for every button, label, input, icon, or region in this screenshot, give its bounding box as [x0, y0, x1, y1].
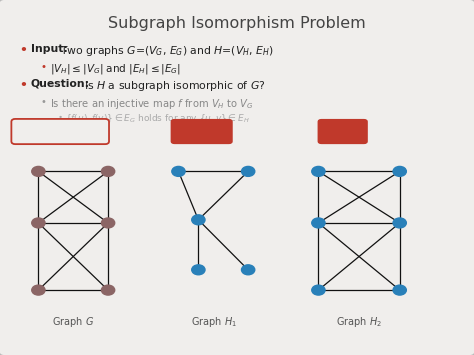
Text: •: • [19, 79, 27, 92]
Circle shape [32, 285, 45, 295]
Circle shape [393, 166, 406, 176]
Circle shape [172, 166, 185, 176]
Circle shape [241, 265, 255, 275]
Text: Subgraph Isomorphism Problem: Subgraph Isomorphism Problem [108, 16, 366, 31]
Text: Example: Example [36, 126, 84, 136]
Text: Two graphs $G$=($V_G$, $E_G$) and $H$=($V_H$, $E_H$): Two graphs $G$=($V_G$, $E_G$) and $H$=($… [60, 44, 274, 58]
Circle shape [191, 265, 205, 275]
Text: ∙: ∙ [58, 112, 63, 121]
Circle shape [32, 166, 45, 176]
Text: •: • [40, 97, 46, 106]
Text: Yes: Yes [191, 124, 213, 137]
FancyBboxPatch shape [318, 119, 368, 144]
Text: Input:: Input: [31, 44, 68, 54]
FancyBboxPatch shape [11, 119, 109, 144]
Text: Graph $G$: Graph $G$ [53, 315, 94, 329]
Circle shape [393, 218, 406, 228]
Text: •: • [40, 62, 46, 72]
Text: Is there an injective map $f$ from $V_H$ to $V_G$: Is there an injective map $f$ from $V_H$… [50, 97, 254, 110]
Circle shape [393, 285, 406, 295]
Circle shape [312, 218, 325, 228]
Text: Question:: Question: [31, 79, 90, 89]
FancyBboxPatch shape [171, 119, 233, 144]
Circle shape [241, 166, 255, 176]
Text: Is $H$ a subgraph isomorphic of $G$?: Is $H$ a subgraph isomorphic of $G$? [84, 79, 266, 93]
Circle shape [101, 166, 115, 176]
Text: •: • [19, 44, 27, 58]
Circle shape [312, 285, 325, 295]
Circle shape [32, 218, 45, 228]
Circle shape [312, 166, 325, 176]
Text: Graph $H_1$: Graph $H_1$ [191, 315, 237, 329]
Text: $\{f(u),f(v)\}\in E_G$ holds for any $\{u,v\}\in E_H$: $\{f(u),f(v)\}\in E_G$ holds for any $\{… [65, 112, 250, 125]
Text: $|V_H|\leq|V_G|$ and $|E_H|\leq|E_G|$: $|V_H|\leq|V_G|$ and $|E_H|\leq|E_G|$ [50, 62, 181, 76]
Text: Graph $H_2$: Graph $H_2$ [337, 315, 382, 329]
Text: No: No [334, 124, 352, 137]
Circle shape [101, 218, 115, 228]
Circle shape [101, 285, 115, 295]
Circle shape [191, 215, 205, 225]
